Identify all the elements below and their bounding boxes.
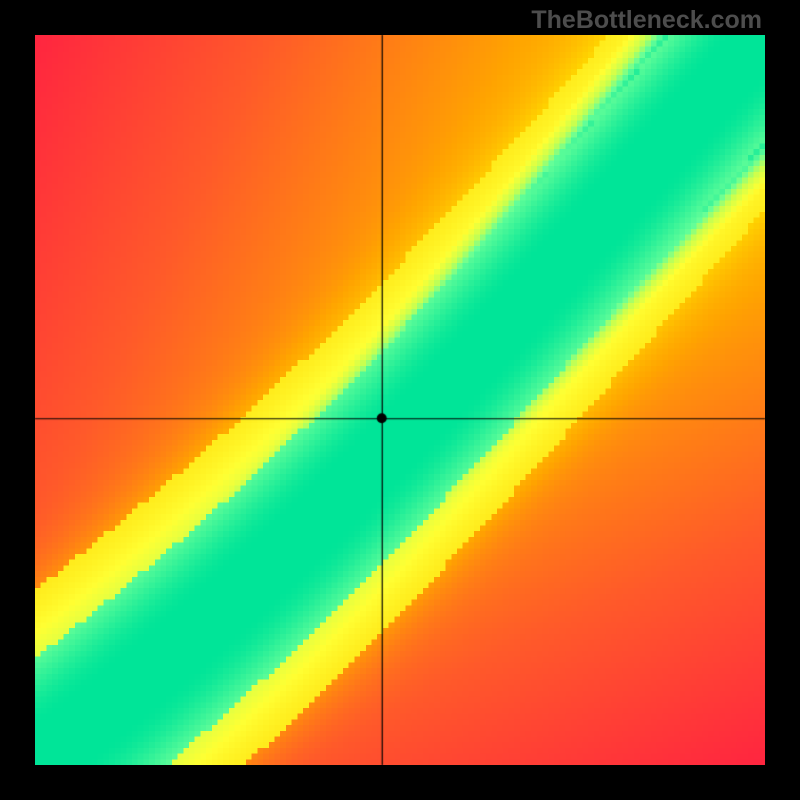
watermark-text: TheBottleneck.com <box>531 6 762 35</box>
chart-container: TheBottleneck.com <box>0 0 800 800</box>
crosshair-overlay <box>0 0 800 800</box>
